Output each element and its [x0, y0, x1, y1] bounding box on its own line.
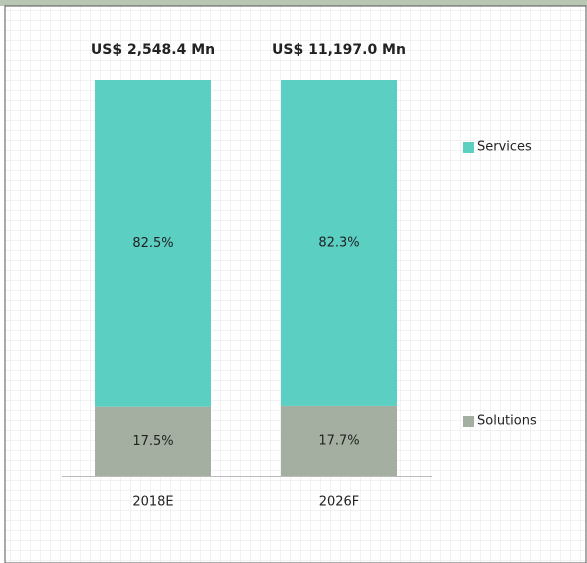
legend-swatch	[463, 416, 474, 427]
bar-segment	[95, 406, 211, 476]
total-label: US$ 2,548.4 Mn	[91, 42, 215, 58]
header-band	[0, 0, 587, 6]
data-label: 17.5%	[132, 434, 173, 449]
bar-segment	[95, 80, 211, 407]
legend-label: Services	[477, 140, 532, 155]
x-tick-label: 2018E	[132, 495, 173, 510]
legend-label: Solutions	[477, 414, 537, 429]
bar-segment	[281, 80, 397, 406]
data-label: 17.7%	[318, 433, 359, 448]
x-tick-label: 2026F	[319, 495, 360, 510]
legend-swatch	[463, 142, 474, 153]
data-label: 82.5%	[132, 236, 173, 251]
bar-segment	[281, 405, 397, 476]
data-label: 82.3%	[318, 235, 359, 250]
total-label: US$ 11,197.0 Mn	[272, 42, 406, 58]
